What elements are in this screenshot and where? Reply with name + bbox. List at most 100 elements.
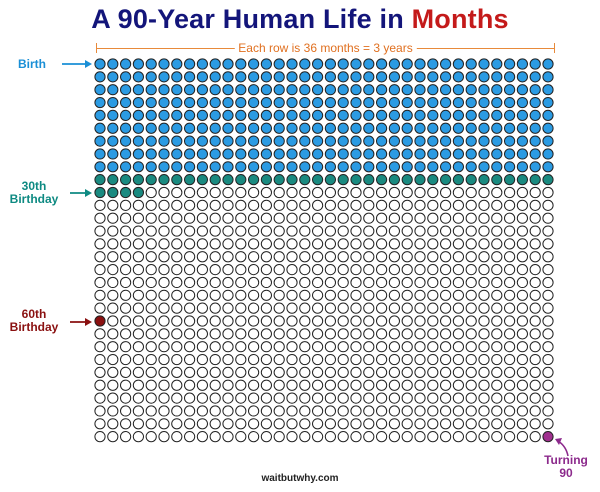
- month-dot-after-30: [363, 174, 375, 186]
- month-dot-empty: [388, 238, 400, 250]
- month-dot-lived: [312, 122, 324, 134]
- month-dot-lived: [94, 148, 106, 160]
- month-dot-empty: [337, 328, 349, 340]
- month-dot-empty: [337, 289, 349, 301]
- month-dot-empty: [324, 405, 336, 417]
- month-dot-lived: [248, 96, 260, 109]
- month-dot-lived: [452, 148, 464, 160]
- month-dot-lived: [337, 148, 349, 160]
- month-dot-empty: [516, 276, 529, 289]
- month-dot-lived: [260, 84, 272, 96]
- month-dot-lived: [440, 161, 452, 173]
- month-dot-empty: [120, 225, 132, 237]
- month-dot-empty: [427, 238, 439, 250]
- month-dot-empty: [363, 276, 375, 289]
- month-dot-empty: [145, 328, 157, 340]
- month-dot-empty: [260, 392, 272, 404]
- month-dot-empty: [145, 276, 157, 289]
- month-dot-lived: [414, 122, 426, 134]
- ninety-label-line2: 90: [559, 466, 573, 480]
- month-dot-empty: [363, 392, 375, 404]
- month-dot-empty: [107, 366, 119, 378]
- month-dot-empty: [120, 264, 132, 276]
- month-dot-empty: [248, 199, 260, 211]
- month-dot-empty: [286, 276, 298, 289]
- month-dot-empty: [312, 379, 324, 391]
- month-dot-empty: [376, 328, 388, 340]
- month-dot-after-30: [235, 174, 247, 186]
- month-dot-empty: [388, 366, 400, 378]
- month-dot-lived: [94, 109, 106, 122]
- month-dot-empty: [145, 353, 157, 366]
- month-dot-lived: [452, 84, 464, 96]
- month-dot-empty: [337, 212, 349, 224]
- month-dot-lived: [491, 84, 503, 96]
- month-dot-lived: [196, 148, 208, 160]
- month-dot-empty: [401, 212, 413, 224]
- month-dot-lived: [363, 84, 375, 96]
- month-dot-empty: [196, 302, 208, 314]
- month-dot-lived: [324, 71, 336, 83]
- month-dot-empty: [427, 302, 439, 314]
- month-dot-empty: [260, 186, 272, 199]
- month-dot-empty: [312, 315, 324, 327]
- month-dot-empty: [94, 341, 106, 353]
- month-dot-empty: [401, 186, 413, 199]
- month-dot-empty: [299, 251, 311, 263]
- month-dot-empty: [312, 392, 324, 404]
- month-dot-empty: [312, 199, 324, 211]
- month-dot-empty: [120, 199, 132, 211]
- month-dot-lived: [286, 71, 298, 83]
- month-dot-empty: [248, 264, 260, 276]
- month-dot-empty: [158, 328, 170, 340]
- month-dot-lived: [235, 122, 247, 134]
- month-dot-empty: [401, 366, 413, 378]
- month-dot-lived: [132, 96, 144, 109]
- month-dot-lived: [94, 122, 106, 134]
- month-dot-empty: [171, 212, 183, 224]
- month-dot-lived: [260, 161, 272, 173]
- month-dot-empty: [504, 251, 516, 263]
- month-dot-empty: [196, 379, 208, 391]
- month-dot-lived: [196, 96, 208, 109]
- month-dot-empty: [286, 238, 298, 250]
- month-dot-empty: [414, 366, 426, 378]
- month-dot-empty: [248, 276, 260, 289]
- month-dot-empty: [491, 315, 503, 327]
- month-dot-empty: [94, 289, 106, 301]
- month-dot-empty: [235, 315, 247, 327]
- month-dot-empty: [465, 379, 477, 391]
- month-dot-lived: [145, 161, 157, 173]
- month-dot-empty: [273, 353, 285, 366]
- month-dot-lived: [120, 148, 132, 160]
- month-dot-empty: [376, 405, 388, 417]
- month-dot-lived: [324, 122, 336, 134]
- month-dot-after-30: [478, 174, 490, 186]
- month-dot-empty: [132, 251, 144, 263]
- month-dot-empty: [376, 341, 388, 353]
- month-dot-empty: [465, 264, 477, 276]
- month-dot-empty: [388, 212, 400, 224]
- month-dot-empty: [120, 289, 132, 301]
- month-dot-empty: [120, 392, 132, 404]
- month-dot-lived: [286, 96, 298, 109]
- month-dot-lived: [260, 96, 272, 109]
- month-dot-lived: [120, 96, 132, 109]
- month-dot-empty: [516, 289, 529, 301]
- month-dot-empty: [491, 238, 503, 250]
- month-dot-empty: [273, 186, 285, 199]
- month-dot-empty: [260, 405, 272, 417]
- month-dot-lived: [350, 84, 362, 96]
- month-dot-lived: [427, 96, 439, 109]
- month-dot-empty: [363, 418, 375, 430]
- month-dot-empty: [312, 276, 324, 289]
- month-dot-empty: [209, 264, 221, 276]
- month-dot-empty: [376, 225, 388, 237]
- month-dot-empty: [401, 251, 413, 263]
- month-dot-lived: [388, 148, 400, 160]
- month-dot-empty: [222, 379, 234, 391]
- month-dot-after-30: [107, 174, 119, 186]
- month-dot-empty: [94, 225, 106, 237]
- month-dot-empty: [222, 264, 234, 276]
- month-dot-lived: [145, 58, 157, 70]
